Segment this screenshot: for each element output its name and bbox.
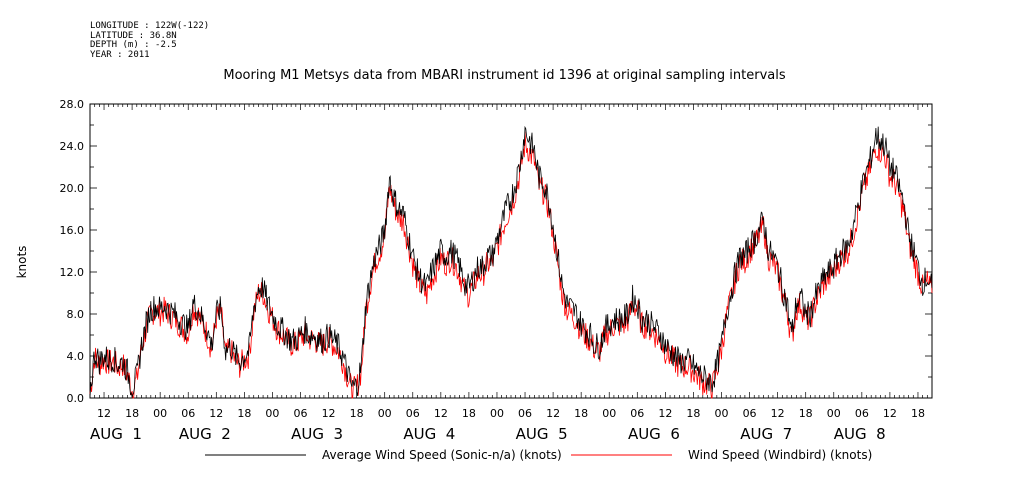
legend-group: Average Wind Speed (Sonic-n/a) (knots) Wi… xyxy=(205,448,872,462)
y-tick-label: 8.0 xyxy=(67,308,85,321)
legend-label-average: Average Wind Speed (Sonic-n/a) (knots) xyxy=(322,448,562,462)
x-hour-label: 12 xyxy=(97,407,111,420)
x-hour-label: 18 xyxy=(911,407,925,420)
x-hour-label: 18 xyxy=(462,407,476,420)
y-tick-label: 16.0 xyxy=(60,224,85,237)
x-date-label: AUG 2 xyxy=(179,425,231,443)
y-ticks-group: 0.0 4.0 8.0 12.0 16.0 20.0 24.0 28.0 xyxy=(60,98,932,405)
plot-frame xyxy=(89,103,933,399)
x-hour-label: 00 xyxy=(153,407,167,420)
x-date-label: AUG 4 xyxy=(403,425,455,443)
y-tick-label: 12.0 xyxy=(60,266,85,279)
x-hour-label: 18 xyxy=(574,407,588,420)
chart-title: Mooring M1 Metsys data from MBARI instru… xyxy=(223,68,786,83)
x-hour-label: 06 xyxy=(294,407,308,420)
x-hour-label: 06 xyxy=(743,407,757,420)
x-hour-label: 18 xyxy=(125,407,139,420)
x-date-label: AUG 7 xyxy=(740,425,792,443)
latitude-text: LATITUDE : 36.8N xyxy=(90,30,177,41)
legend-label-windbird: Wind Speed (Windbird) (knots) xyxy=(688,448,872,462)
x-date-label: AUG 5 xyxy=(516,425,568,443)
x-hour-label: 12 xyxy=(322,407,336,420)
series-windbird-line xyxy=(89,131,933,399)
x-hour-label: 00 xyxy=(265,407,279,420)
x-hour-label: 12 xyxy=(209,407,223,420)
y-tick-label: 28.0 xyxy=(60,98,85,111)
x-hour-label: 18 xyxy=(686,407,700,420)
x-date-label: AUG 1 xyxy=(90,425,142,443)
x-hour-label: 00 xyxy=(827,407,841,420)
x-hour-label: 06 xyxy=(855,407,869,420)
x-hour-label: 18 xyxy=(799,407,813,420)
y-tick-label: 24.0 xyxy=(60,140,85,153)
series-average-line xyxy=(89,125,933,399)
x-hour-label: 00 xyxy=(490,407,504,420)
y-tick-label: 20.0 xyxy=(60,182,85,195)
x-date-label: AUG 3 xyxy=(291,425,343,443)
y-tick-label: 0.0 xyxy=(67,392,85,405)
x-hour-label: 12 xyxy=(546,407,560,420)
x-ticks-group: 12 18 00 06 12 18 00 06 12 18 00 06 12 18 00 06 12 18 00 06… xyxy=(90,407,925,443)
x-hour-label: 06 xyxy=(181,407,195,420)
series-group xyxy=(89,125,933,399)
x-hour-label: 12 xyxy=(434,407,448,420)
axes-group xyxy=(89,103,933,399)
x-hour-label: 12 xyxy=(658,407,672,420)
x-date-label: AUG 6 xyxy=(628,425,680,443)
year-text: YEAR : 2011 xyxy=(90,49,150,60)
x-hour-label: 12 xyxy=(771,407,785,420)
x-hour-label: 00 xyxy=(602,407,616,420)
x-date-label: AUG 8 xyxy=(834,425,886,443)
x-hour-label: 00 xyxy=(378,407,392,420)
x-hour-label: 06 xyxy=(406,407,420,420)
x-hour-label: 00 xyxy=(715,407,729,420)
x-hour-label: 06 xyxy=(518,407,532,420)
x-hour-label: 06 xyxy=(630,407,644,420)
y-tick-label: 4.0 xyxy=(67,350,85,363)
longitude-text: LONGITUDE : 122W(-122) xyxy=(90,21,210,31)
x-hour-label: 18 xyxy=(350,407,364,420)
metadata-header: LONGITUDE : 122W(-122) LATITUDE : 36.8N … xyxy=(90,21,210,60)
x-hour-label: 12 xyxy=(883,407,897,420)
x-hour-label: 18 xyxy=(237,407,251,420)
depth-text: DEPTH (m) : -2.5 xyxy=(90,40,177,50)
